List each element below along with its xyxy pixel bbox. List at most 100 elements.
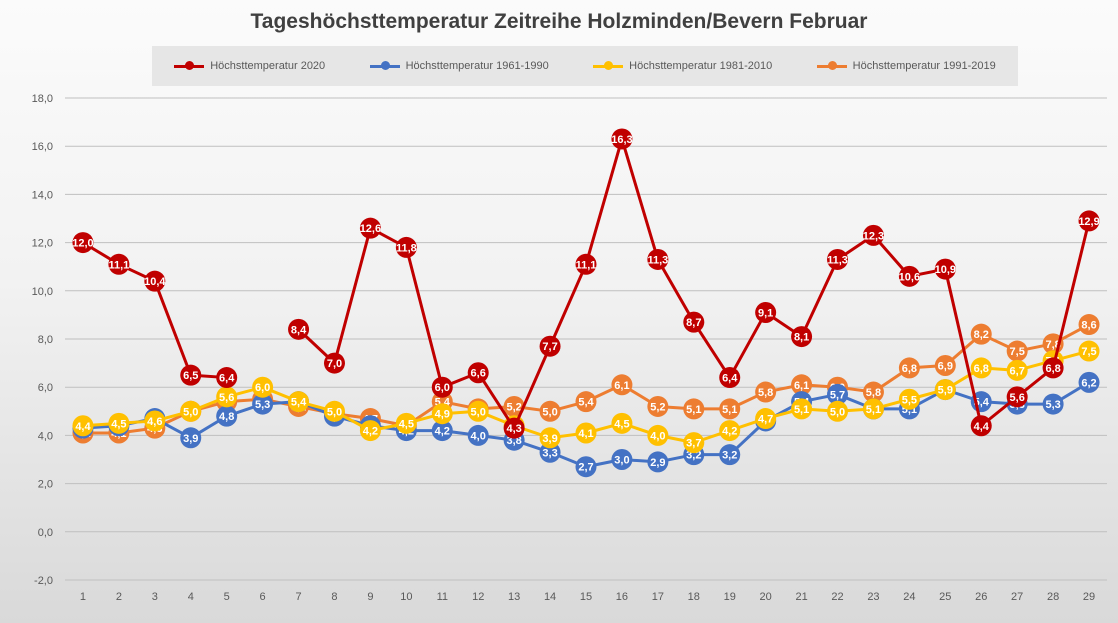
data-point [180, 400, 202, 422]
data-label: 5,3 [255, 399, 270, 411]
data-point [575, 422, 597, 444]
data-point [647, 451, 669, 473]
data-label: 4,2 [363, 426, 378, 438]
data-label: 4,9 [435, 409, 450, 421]
data-point [791, 398, 813, 420]
data-label: 8,7 [686, 317, 701, 329]
data-label: 5,8 [866, 387, 881, 399]
y-tick-label: 8,0 [38, 334, 53, 346]
data-label: 6,1 [794, 380, 809, 392]
data-label: 6,8 [902, 363, 917, 375]
data-label: 12,3 [863, 230, 884, 242]
data-label: 8,1 [794, 332, 809, 344]
data-point [719, 367, 741, 389]
data-label: 6,7 [1010, 365, 1025, 377]
data-point [72, 232, 94, 254]
data-point [934, 355, 956, 377]
data-point [539, 427, 561, 449]
data-point [144, 270, 166, 292]
data-label: 11,3 [647, 254, 668, 266]
data-label: 3,7 [686, 438, 701, 450]
data-point [431, 403, 453, 425]
data-point [252, 393, 274, 415]
data-point [1042, 393, 1064, 415]
x-tick-label: 2 [116, 591, 122, 603]
data-point [216, 405, 238, 427]
x-tick-label: 8 [331, 591, 337, 603]
x-tick-label: 28 [1047, 591, 1059, 603]
data-point [252, 376, 274, 398]
data-point [719, 398, 741, 420]
data-point [180, 364, 202, 386]
series-h-chsttemperatur-1981-2010: 4,4 4,5 4,6 5,0 5,6 6,0 5,4 5,0 4,2 4,5 4,9 5,0 4,4 3… [72, 340, 1100, 454]
data-point [898, 388, 920, 410]
data-point [288, 391, 310, 413]
data-point [719, 420, 741, 442]
data-point [503, 417, 525, 439]
data-label: 5,3 [1045, 399, 1060, 411]
data-point [970, 357, 992, 379]
data-label: 5,7 [830, 389, 845, 401]
data-point [1078, 340, 1100, 362]
data-label: 7,5 [1010, 346, 1025, 358]
data-label: 4,5 [111, 418, 126, 430]
data-point [359, 420, 381, 442]
x-tick-label: 11 [437, 591, 448, 603]
data-label: 4,4 [974, 421, 990, 433]
data-label: 4,2 [722, 426, 737, 438]
data-label: 5,4 [291, 397, 307, 409]
data-point [467, 362, 489, 384]
data-point [647, 248, 669, 270]
data-label: 5,1 [686, 404, 701, 416]
x-tick-label: 23 [867, 591, 879, 603]
x-tick-label: 3 [152, 591, 158, 603]
data-point [827, 383, 849, 405]
data-point [1006, 359, 1028, 381]
data-label: 7,5 [1081, 346, 1096, 358]
y-tick-label: -2,0 [34, 575, 53, 587]
data-point [575, 253, 597, 275]
data-label: 10,6 [899, 271, 920, 283]
legend-swatch [593, 61, 624, 71]
legend-item: Höchsttemperatur 2020 [174, 60, 325, 72]
data-point [323, 352, 345, 374]
data-point [611, 412, 633, 434]
data-point [539, 335, 561, 357]
data-label: 6,1 [614, 380, 629, 392]
data-label: 5,2 [650, 401, 665, 413]
x-tick-label: 6 [260, 591, 266, 603]
x-tick-label: 16 [616, 591, 628, 603]
legend-label: Höchsttemperatur 1981-2010 [629, 60, 773, 72]
x-tick-label: 17 [652, 591, 664, 603]
x-tick-label: 7 [295, 591, 301, 603]
data-point [862, 398, 884, 420]
data-label: 4,0 [471, 430, 486, 442]
data-label: 7,0 [327, 358, 342, 370]
data-point [1006, 340, 1028, 362]
data-label: 12,6 [360, 223, 381, 235]
legend-item: Höchsttemperatur 1991-2019 [816, 60, 996, 72]
data-point [180, 427, 202, 449]
data-label: 4,3 [506, 423, 521, 435]
data-point [934, 258, 956, 280]
data-label: 5,6 [1010, 392, 1025, 404]
data-label: 6,2 [1081, 377, 1096, 389]
data-label: 7,7 [542, 341, 557, 353]
data-label: 10,4 [144, 276, 166, 288]
data-label: 3,9 [183, 433, 198, 445]
data-point [683, 432, 705, 454]
data-point [898, 357, 920, 379]
data-label: 3,2 [686, 450, 701, 462]
data-point [719, 444, 741, 466]
chart-title: Tageshöchsttemperatur Zeitreihe Holzmind… [250, 10, 868, 33]
data-point [683, 398, 705, 420]
data-point [1078, 314, 1100, 336]
data-label: 5,0 [327, 406, 342, 418]
y-tick-label: 2,0 [38, 479, 53, 491]
data-label: 8,2 [974, 329, 989, 341]
data-point [934, 379, 956, 401]
data-label: 6,6 [471, 368, 486, 380]
data-point [431, 376, 453, 398]
y-tick-label: 18,0 [32, 93, 53, 105]
data-point [395, 412, 417, 434]
